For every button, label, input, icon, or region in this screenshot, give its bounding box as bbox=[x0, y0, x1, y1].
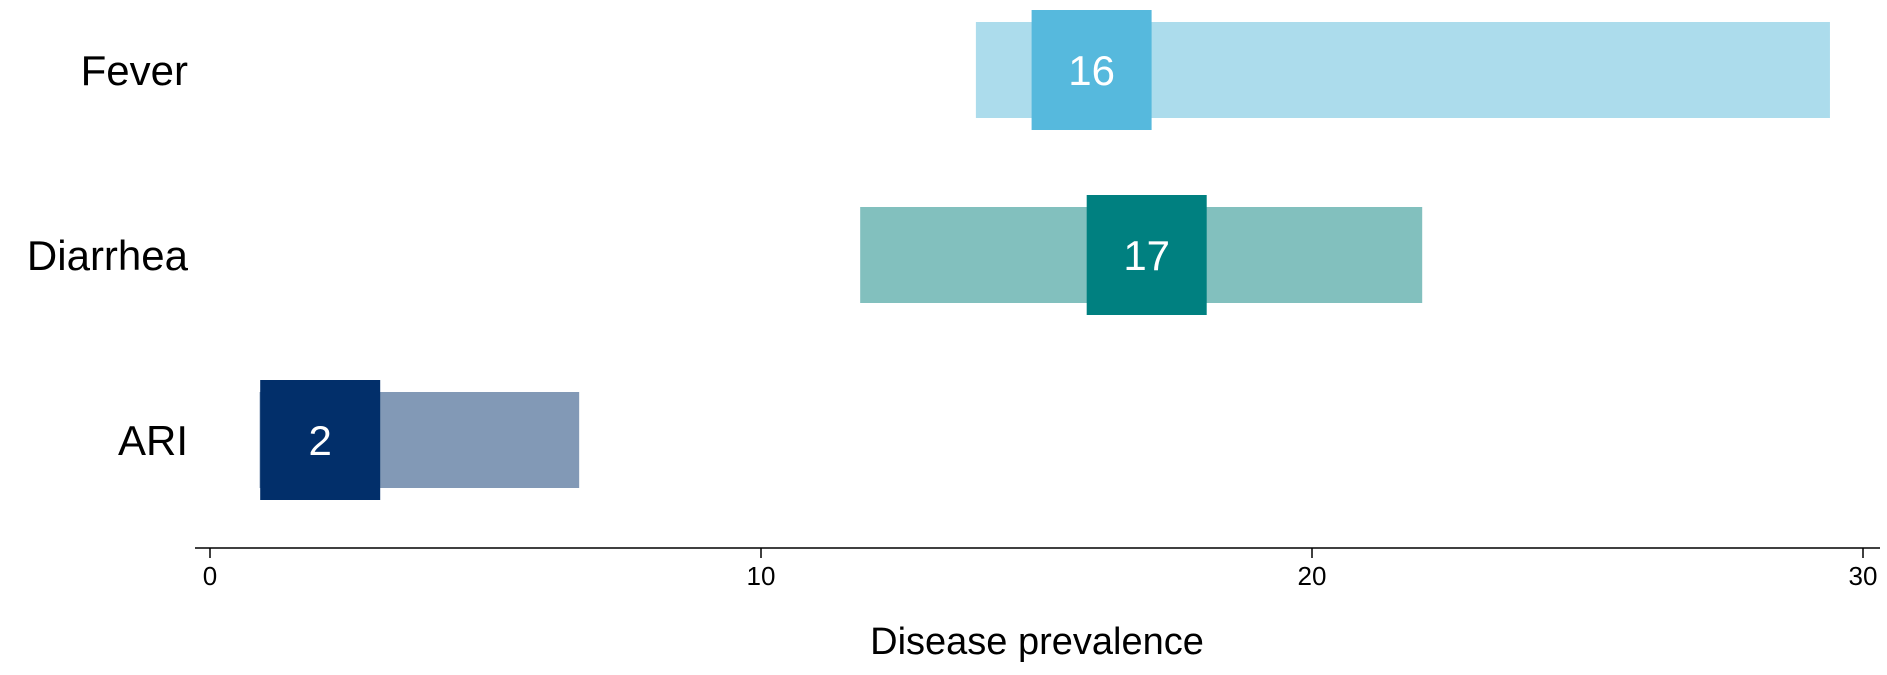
x-axis-title: Disease prevalence bbox=[870, 621, 1204, 663]
value-box-diarrhea bbox=[1086, 195, 1207, 315]
x-axis-ticks: 0 10 20 30 bbox=[203, 548, 1878, 591]
x-tick-label: 0 bbox=[203, 561, 217, 591]
category-label-fever: Fever bbox=[81, 47, 188, 94]
x-tick-label: 30 bbox=[1849, 561, 1878, 591]
category-labels: Fever Diarrhea ARI bbox=[27, 47, 189, 464]
value-label-ari: 2 bbox=[309, 417, 332, 464]
category-label-diarrhea: Diarrhea bbox=[27, 232, 189, 279]
value-box-fever bbox=[1031, 10, 1152, 130]
x-tick-label: 10 bbox=[747, 561, 776, 591]
value-label-fever: 16 bbox=[1068, 47, 1115, 94]
bars-group: 16 17 2 bbox=[259, 10, 1830, 500]
x-tick-label: 20 bbox=[1298, 561, 1327, 591]
value-box-ari bbox=[260, 380, 381, 500]
value-label-diarrhea: 17 bbox=[1123, 232, 1170, 279]
category-label-ari: ARI bbox=[118, 417, 188, 464]
